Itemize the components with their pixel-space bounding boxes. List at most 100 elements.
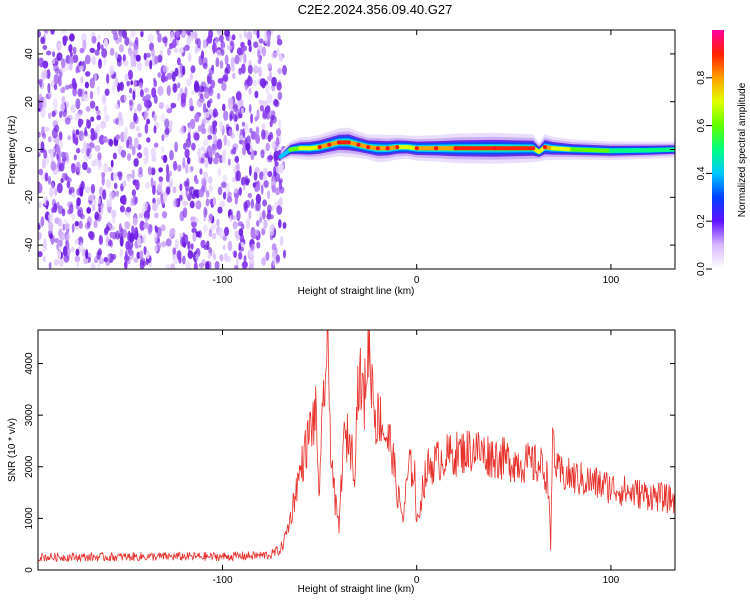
noise-speckle	[86, 207, 92, 214]
noise-speckle	[212, 197, 217, 206]
noise-speckle	[144, 217, 148, 224]
noise-speckle	[53, 73, 60, 85]
noise-speckle	[276, 81, 282, 91]
noise-speckle	[147, 224, 152, 236]
noise-speckle	[136, 103, 142, 112]
noise-speckle	[137, 236, 142, 247]
noise-speckle	[97, 41, 101, 51]
noise-speckle	[169, 149, 174, 161]
noise-speckle	[87, 133, 92, 139]
noise-speckle	[219, 200, 226, 208]
noise-speckle	[204, 158, 209, 169]
noise-speckle	[66, 180, 71, 189]
noise-speckle	[102, 189, 107, 200]
noise-speckle	[220, 49, 225, 56]
noise-speckle	[204, 90, 210, 99]
noise-speckle	[262, 220, 269, 228]
top-x-tick-label: 0	[414, 275, 420, 286]
noise-speckle	[85, 249, 89, 260]
noise-speckle	[71, 163, 76, 174]
noise-speckle	[247, 64, 253, 75]
noise-speckle	[129, 121, 136, 130]
noise-speckle	[161, 134, 165, 142]
noise-speckle	[105, 178, 112, 189]
signal-peak	[337, 140, 342, 145]
noise-speckle	[207, 124, 214, 136]
noise-speckle	[271, 52, 278, 59]
noise-speckle	[253, 65, 259, 74]
noise-speckle	[91, 160, 96, 167]
noise-speckle	[157, 54, 163, 63]
noise-speckle	[266, 30, 271, 42]
noise-speckle	[122, 180, 127, 188]
noise-speckle	[271, 115, 277, 124]
noise-speckle	[127, 69, 133, 80]
noise-speckle	[71, 213, 76, 220]
noise-speckle	[120, 118, 125, 126]
noise-speckle	[153, 125, 157, 134]
noise-speckle	[42, 60, 49, 69]
noise-speckle	[136, 251, 141, 260]
noise-speckle	[193, 31, 198, 40]
noise-speckle	[135, 36, 139, 46]
bottom-x-axis: -100 0 100	[212, 330, 620, 586]
noise-speckle	[103, 104, 108, 115]
noise-speckle	[249, 143, 253, 153]
noise-speckle	[205, 261, 210, 269]
noise-speckle	[126, 139, 130, 149]
noise-speckle	[131, 225, 135, 234]
noise-speckle	[146, 137, 151, 143]
noise-speckle	[103, 163, 109, 173]
noise-speckle	[65, 233, 69, 241]
noise-speckle	[126, 174, 132, 182]
noise-speckle	[271, 243, 277, 252]
noise-speckle	[261, 123, 266, 130]
noise-speckle	[90, 116, 95, 122]
noise-speckle	[235, 162, 240, 172]
noise-speckle	[142, 202, 148, 208]
colorbar-tick-label: 0.4	[696, 166, 707, 180]
noise-speckle	[219, 34, 224, 43]
noise-speckle	[227, 191, 232, 198]
noise-speckle	[132, 48, 139, 56]
noise-speckle	[260, 149, 265, 159]
noise-speckle	[226, 44, 233, 51]
noise-speckle	[202, 62, 208, 70]
noise-speckle	[88, 147, 92, 153]
noise-speckle	[253, 41, 259, 48]
noise-speckle	[85, 106, 91, 112]
noise-speckle	[56, 242, 60, 251]
noise-speckle	[260, 184, 264, 195]
noise-speckle	[262, 199, 268, 207]
noise-speckle	[60, 178, 64, 184]
bottom-y-label: SNR (10 * v/v)	[7, 418, 18, 482]
noise-speckle	[86, 118, 89, 129]
chart-title: C2E2.2024.356.09.40.G27	[297, 2, 453, 17]
noise-speckle	[187, 241, 191, 250]
noise-speckle	[192, 232, 197, 242]
noise-speckle	[51, 147, 56, 153]
noise-speckle	[222, 244, 226, 251]
noise-speckle	[227, 99, 234, 110]
noise-speckle	[38, 251, 43, 258]
noise-speckle	[115, 117, 119, 126]
noise-speckle	[235, 257, 239, 266]
noise-speckle	[243, 255, 247, 264]
noise-speckle	[72, 81, 78, 90]
noise-speckle	[237, 221, 244, 227]
noise-speckle	[207, 252, 211, 260]
noise-speckle	[79, 241, 84, 252]
noise-speckle	[160, 146, 165, 153]
colorbar	[712, 30, 724, 269]
noise-speckle	[172, 160, 178, 171]
noise-speckle	[230, 56, 235, 67]
noise-speckle	[202, 39, 207, 49]
noise-speckle	[132, 217, 138, 226]
noise-speckle	[250, 131, 257, 140]
noise-speckle	[185, 163, 189, 175]
noise-speckle	[212, 232, 217, 240]
noise-speckle	[125, 240, 130, 251]
noise-speckle	[267, 204, 272, 213]
noise-speckle	[240, 41, 245, 48]
noise-speckle	[79, 186, 84, 197]
